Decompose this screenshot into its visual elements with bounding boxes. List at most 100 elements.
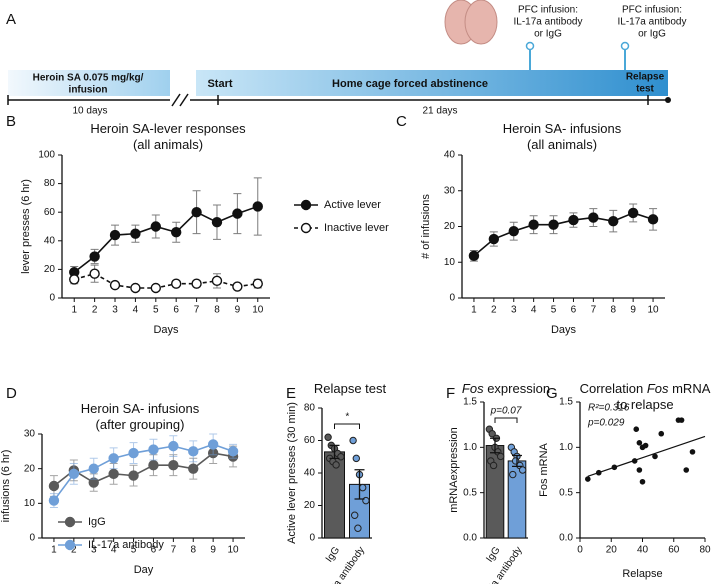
x-axis-label: Relapse [622, 568, 662, 580]
marker [150, 282, 162, 294]
marker [232, 281, 243, 292]
data-point [518, 466, 527, 474]
y-tick-label: 0 [449, 293, 455, 304]
chart-title: (all animals) [527, 137, 597, 152]
x-tick-label: 6 [151, 545, 157, 556]
y-tick-label: 80 [304, 403, 316, 414]
data-point [631, 458, 638, 464]
data-point [349, 436, 357, 445]
marker [48, 495, 60, 506]
marker [227, 446, 239, 457]
marker [627, 207, 639, 219]
y-axis-label: Active lever presses (30 min) [286, 402, 298, 544]
marker [88, 463, 99, 474]
time-end [665, 97, 671, 103]
panel-letter: A [6, 11, 16, 28]
marker [108, 453, 119, 464]
error-bar [490, 437, 500, 454]
phase-label: Home cage forced abstinence [332, 78, 488, 90]
annotation: R²=0.316 [588, 403, 630, 414]
title-part: (all animals) [527, 137, 597, 152]
data-point [633, 426, 640, 433]
y-axis-label: mRNAexpression [448, 427, 460, 513]
annotation: p=0.029 [587, 418, 625, 429]
x-tick-label: 8 [214, 305, 220, 316]
fit-line [587, 435, 706, 477]
y-tick-label: 30 [444, 185, 456, 196]
data-point [496, 452, 505, 461]
x-axis-label: Days [153, 324, 179, 336]
y-tick-label: 20 [304, 500, 316, 511]
infusion-label: IL-17a antibody [514, 17, 583, 28]
panel-letter: G [546, 385, 558, 402]
legend-label: IgG [88, 516, 106, 528]
y-tick-label: 0.5 [463, 487, 477, 498]
x-tick-label: 7 [194, 305, 200, 316]
x-tick-label: 20 [606, 545, 618, 556]
phase-bar [196, 70, 668, 96]
x-tick-label: 6 [173, 305, 179, 316]
x-tick-label: 3 [112, 305, 118, 316]
data-point [636, 467, 643, 473]
series-line [53, 443, 234, 502]
y-tick-label: 20 [444, 221, 456, 232]
panel-letter: E [286, 385, 296, 402]
marker [130, 228, 141, 239]
y-tick-label: 30 [24, 429, 36, 440]
marker [68, 468, 80, 480]
y-tick-label: 0 [29, 533, 35, 544]
chart-title: Heroin SA- infusions [81, 401, 200, 416]
panel-letter: F [446, 385, 455, 402]
data-point [352, 454, 360, 463]
chart-title: Relapse test [314, 381, 387, 396]
infusion-label: or IgG [638, 29, 666, 40]
data-point [354, 524, 362, 532]
legend-label: IL-17a antibody [88, 539, 164, 551]
x-tick-label: 5 [153, 305, 159, 316]
error-bar [354, 469, 365, 500]
phase-bar [8, 70, 170, 96]
infusion-label: or IgG [534, 29, 562, 40]
title-part: Relapse test [314, 381, 387, 396]
x-tick-label: 2 [491, 305, 497, 316]
infusion-label: IL-17a antibody [618, 17, 687, 28]
chart-title: Fos expression [462, 381, 550, 396]
y-tick-label: 40 [304, 468, 316, 479]
data-point [642, 442, 649, 449]
x-tick-label: 6 [571, 305, 577, 316]
x-tick-label: 4 [111, 545, 117, 556]
marker [568, 214, 579, 226]
x-axis-label: Days [551, 324, 577, 336]
x-tick-label: 4 [531, 305, 537, 316]
x-tick-label: 9 [235, 305, 241, 316]
data-point [511, 457, 520, 465]
chart-panel: Relapse test E 0 20 40 60 80 Active lever press… [286, 381, 387, 584]
legend-marker [64, 539, 76, 551]
chart-title: Correlation Fos mRNA [580, 381, 711, 396]
infusion-pin [620, 41, 630, 51]
marker [647, 214, 659, 225]
marker [191, 206, 202, 218]
data-point [359, 483, 367, 492]
y-tick-label: 10 [444, 257, 456, 268]
x-tick-label: 40 [637, 545, 649, 556]
y-axis-label: infusions (6 hr) [0, 450, 12, 523]
data-point [489, 461, 498, 470]
marker [148, 460, 159, 471]
marker [168, 440, 179, 452]
marker [150, 221, 162, 232]
data-point [351, 511, 359, 519]
significance-bracket [494, 417, 518, 423]
axis-break [179, 93, 189, 107]
x-tick-label: 5 [131, 545, 137, 556]
chart-title: Heroin SA- infusions [503, 121, 622, 136]
marker [191, 278, 202, 289]
marker [128, 447, 139, 459]
infusion-label: PFC infusion: [622, 5, 682, 16]
x-tick-label: 7 [591, 305, 597, 316]
series-line [73, 205, 259, 273]
marker [188, 463, 199, 474]
y-axis-label: Fos mRNA [538, 442, 550, 496]
axis-break [171, 93, 181, 107]
relapse-label: Relapse [626, 72, 665, 83]
